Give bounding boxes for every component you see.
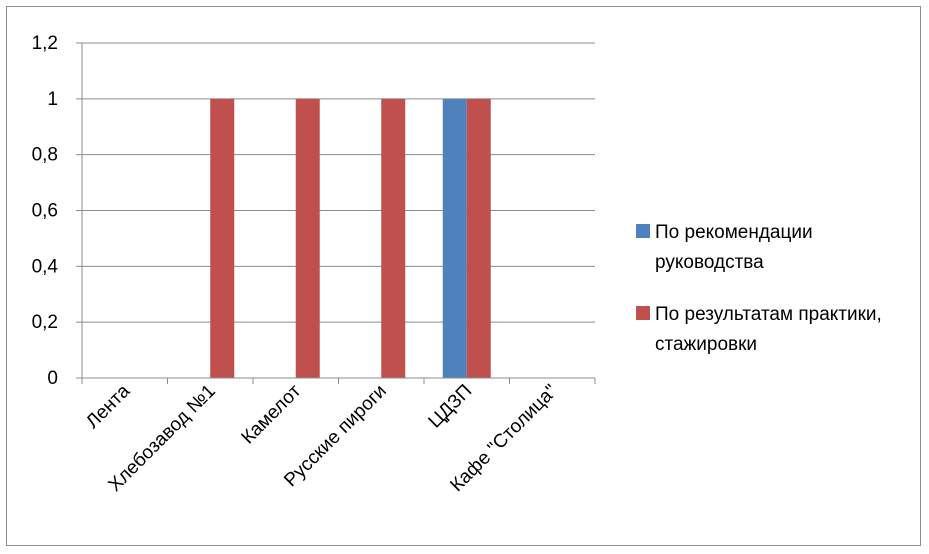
bar-practice xyxy=(295,98,320,378)
y-tick-labels: 0 0,2 0,4 0,6 0,8 1 1,2 xyxy=(32,33,59,389)
gridlines xyxy=(76,42,595,379)
legend-swatch-red xyxy=(636,306,650,320)
x-tick-label: Камелот xyxy=(238,380,306,448)
bar-practice xyxy=(381,98,406,378)
legend-swatch-blue xyxy=(636,224,650,238)
bar-practice xyxy=(210,98,235,378)
y-tick-label: 1,2 xyxy=(32,33,58,54)
legend-label: По результатам практики, стажировки xyxy=(655,304,882,355)
y-tick-label: 0,2 xyxy=(32,312,58,333)
bar-recommendation xyxy=(442,98,467,378)
y-tick-label: 0 xyxy=(47,368,58,389)
bars xyxy=(210,98,491,378)
legend-label: По рекомендации руководства xyxy=(655,222,813,273)
x-tick-label: ЦДЗП xyxy=(425,381,477,433)
x-tick-label: Лента xyxy=(82,380,134,432)
y-tick-label: 1 xyxy=(47,89,58,110)
y-tick-label: 0,8 xyxy=(32,145,58,166)
y-tick-label: 0,4 xyxy=(32,256,59,277)
y-tick-label: 0,6 xyxy=(32,201,58,222)
axes xyxy=(81,43,596,384)
bar-practice xyxy=(466,98,491,378)
